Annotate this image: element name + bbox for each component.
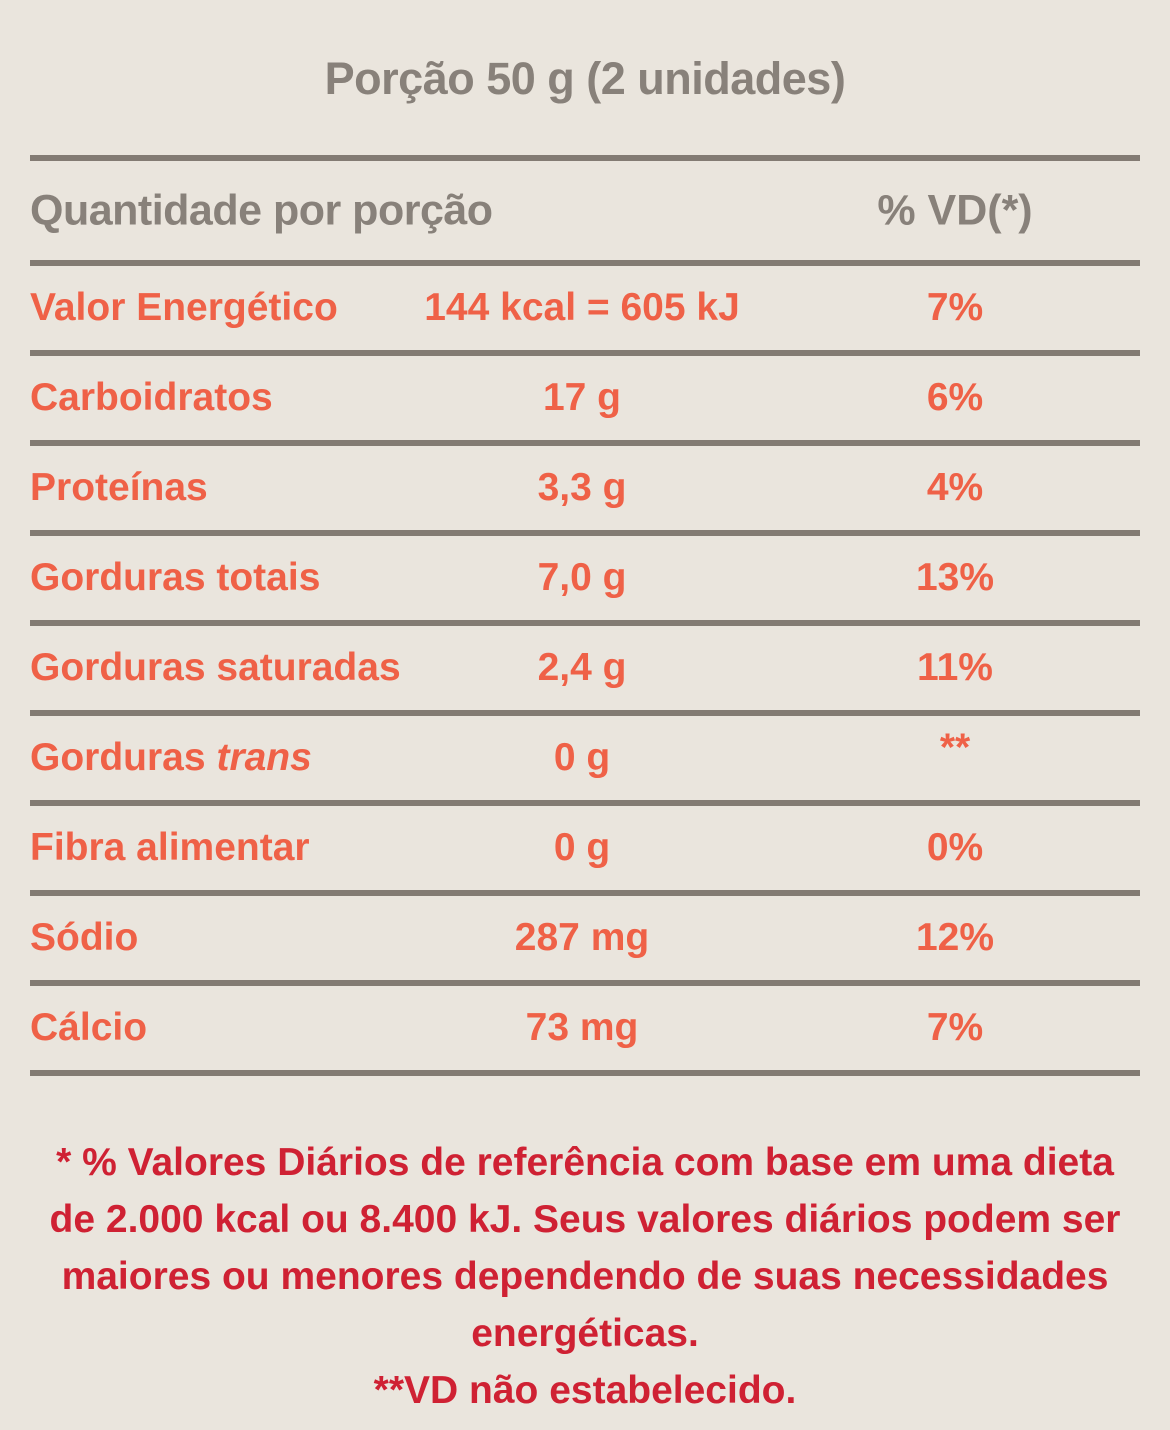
table-row-carbs: Carboidratos 17 g 6% (30, 356, 1140, 440)
nutrient-daily-value: 13% (915, 556, 995, 599)
nutrient-value: 7,0 g (537, 556, 627, 599)
divider (30, 710, 1140, 716)
nutrient-label: Gorduras saturadas (30, 646, 401, 689)
nutrient-value: 0 g (553, 826, 611, 869)
divider (30, 260, 1140, 266)
nutrient-value: 144 kcal = 605 kJ (424, 286, 740, 329)
divider (30, 980, 1140, 986)
table-row-energy: Valor Energético 144 kcal = 605 kJ 7% (30, 266, 1140, 350)
footnote-line: de 2.000 kcal ou 8.400 kJ. Seus valores … (49, 1198, 1121, 1241)
footnote-line: energéticas. (471, 1312, 699, 1355)
nutrient-label: Gorduras trans (30, 736, 312, 779)
nutrient-daily-value: 4% (926, 466, 984, 509)
divider (30, 1070, 1140, 1076)
daily-values-footnote: * % Valores Diários de referência com ba… (30, 1134, 1140, 1419)
nutrient-label: Carboidratos (30, 376, 273, 419)
table-row-trans-fat: Gorduras trans 0 g ** (30, 716, 1140, 800)
nutrient-value: 2,4 g (537, 646, 627, 689)
nutrient-daily-value: 7% (926, 286, 984, 329)
nutrient-daily-value: 6% (926, 376, 984, 419)
table-row-protein: Proteínas 3,3 g 4% (30, 446, 1140, 530)
nutrient-daily-value: ** (939, 726, 971, 770)
nutrient-label: Proteínas (30, 466, 208, 509)
nutrient-value: 73 mg (525, 1006, 639, 1049)
nutrient-label: Fibra alimentar (30, 826, 310, 869)
quantity-per-serving-header: Quantidade por porção (30, 186, 493, 234)
divider (30, 620, 1140, 626)
nutrient-value: 0 g (553, 736, 611, 779)
nutrient-daily-value: 0% (926, 826, 984, 869)
table-header-row: Quantidade por porção % VD(*) (30, 161, 1140, 260)
nutrient-daily-value: 11% (917, 646, 993, 689)
table-row-calcium: Cálcio 73 mg 7% (30, 986, 1140, 1070)
divider (30, 440, 1140, 446)
nutrient-label: Valor Energético (30, 286, 338, 329)
nutrient-label: Gorduras totais (30, 556, 321, 599)
table-row-total-fat: Gorduras totais 7,0 g 13% (30, 536, 1140, 620)
serving-size-title: Porção 50 g (2 unidades) (324, 53, 846, 104)
footnote-line-vd-not-established: **VD não estabelecido. (373, 1369, 797, 1412)
footnote-line: maiores ou menores dependendo de suas ne… (61, 1255, 1109, 1298)
nutrient-label: Cálcio (30, 1006, 148, 1049)
divider (30, 890, 1140, 896)
nutrient-label: Sódio (30, 916, 139, 959)
nutrient-value: 287 mg (514, 916, 650, 959)
table-row-saturated-fat: Gorduras saturadas 2,4 g 11% (30, 626, 1140, 710)
table-row-sodium: Sódio 287 mg 12% (30, 896, 1140, 980)
footnote-line: * % Valores Diários de referência com ba… (56, 1141, 1114, 1184)
nutrient-value: 3,3 g (537, 466, 627, 509)
nutrient-daily-value: 12% (915, 916, 995, 959)
nutrient-value: 17 g (542, 376, 622, 419)
divider (30, 800, 1140, 806)
divider (30, 530, 1140, 536)
table-row-fiber: Fibra alimentar 0 g 0% (30, 806, 1140, 890)
nutrient-daily-value: 7% (926, 1006, 984, 1049)
daily-value-header: % VD(*) (877, 186, 1033, 234)
divider (30, 155, 1140, 161)
divider (30, 350, 1140, 356)
